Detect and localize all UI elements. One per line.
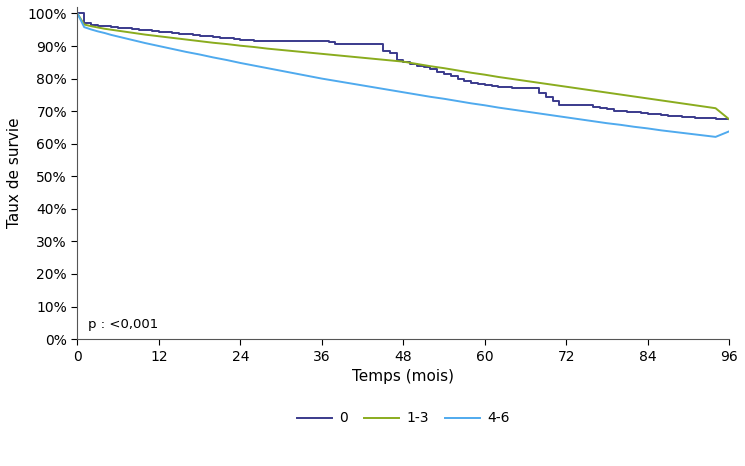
Line: 1-3: 1-3 bbox=[77, 14, 729, 119]
1-3 bbox=[399, 59, 408, 64]
X-axis label: Temps (mois): Temps (mois) bbox=[352, 369, 454, 384]
4-6 bbox=[73, 11, 82, 16]
Y-axis label: Taux de survie: Taux de survie bbox=[7, 118, 22, 228]
1-3 bbox=[494, 74, 503, 80]
0 bbox=[575, 102, 584, 108]
0 bbox=[73, 11, 82, 16]
1-3 bbox=[73, 11, 82, 16]
1-3 bbox=[134, 31, 143, 36]
Line: 4-6: 4-6 bbox=[77, 14, 729, 137]
4-6 bbox=[426, 94, 435, 100]
1-3 bbox=[276, 47, 285, 53]
4-6 bbox=[276, 68, 285, 74]
4-6 bbox=[399, 89, 408, 95]
Line: 0: 0 bbox=[77, 14, 729, 119]
1-3 bbox=[440, 65, 448, 71]
4-6 bbox=[440, 96, 448, 102]
4-6 bbox=[494, 105, 503, 110]
0 bbox=[446, 73, 455, 79]
0 bbox=[93, 23, 102, 28]
4-6 bbox=[711, 134, 720, 140]
0 bbox=[243, 37, 252, 43]
0 bbox=[121, 26, 130, 31]
0 bbox=[725, 116, 734, 122]
Legend: 0, 1-3, 4-6: 0, 1-3, 4-6 bbox=[292, 406, 515, 431]
0 bbox=[399, 59, 408, 65]
4-6 bbox=[725, 129, 734, 134]
1-3 bbox=[725, 116, 734, 122]
4-6 bbox=[134, 39, 143, 44]
Text: p : <0,001: p : <0,001 bbox=[88, 318, 158, 331]
1-3 bbox=[426, 63, 435, 69]
